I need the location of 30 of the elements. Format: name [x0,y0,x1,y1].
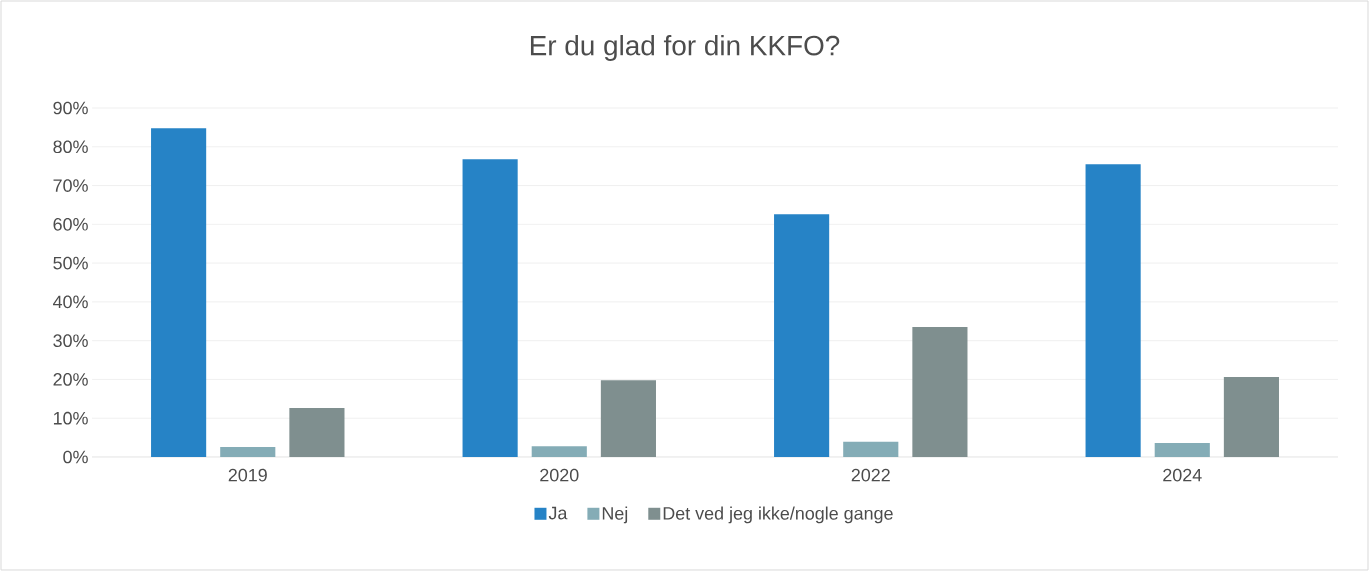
y-tick-label: 20% [53,373,88,386]
bar [289,408,345,457]
bar [1085,164,1141,457]
bar [1223,377,1279,457]
bar [462,159,518,457]
legend-label: Nej [602,506,628,524]
x-tick-label: 2020 [540,468,579,482]
chart-title: Er du glad for din KKFO? [530,35,840,61]
x-tick-label: 2022 [851,468,890,482]
y-tick-label: 0% [63,450,88,464]
y-tick-label: 90% [53,101,88,115]
x-tick-label: 2024 [1163,468,1202,482]
y-tick-label: 80% [53,140,88,154]
y-tick-label: 60% [53,217,88,231]
bar [843,441,899,457]
bar [774,214,830,457]
bar [912,327,968,457]
y-tick-label: 10% [53,411,88,425]
y-tick-label: 70% [53,179,88,192]
y-tick-label: 50% [53,256,88,270]
legend-label: Ja [548,506,568,520]
bar [1154,443,1210,457]
x-tick-label: 2019 [228,468,267,482]
y-tick-label: 40% [53,295,88,309]
y-tick-label: 30% [53,334,88,347]
bar [151,128,207,457]
bar [220,446,276,457]
legend-label: Det ved jeg ikke/nogle gange [663,506,893,524]
bar [600,380,656,457]
bar [531,446,587,457]
